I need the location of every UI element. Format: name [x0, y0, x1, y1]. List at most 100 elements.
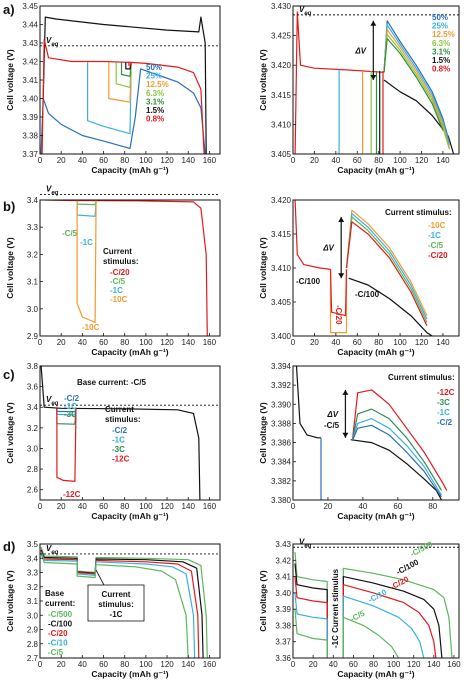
y-tick-label: 3.420 — [271, 61, 292, 70]
x-tick-label: 140 — [182, 660, 196, 669]
b-right-stim-0: -10C — [428, 221, 446, 230]
x-tick-label: 80 — [374, 156, 383, 165]
x-tick-label: 80 — [428, 502, 437, 511]
y-tick-label: 3.405 — [271, 150, 292, 159]
d-right-label-4: -C/5 — [349, 608, 367, 623]
c-right-stim-1: -3C — [437, 398, 450, 407]
x-axis-label: Capacity (mAh g⁻¹) — [91, 347, 168, 357]
y-tick-label: 3.3 — [27, 569, 39, 578]
plot-frame — [292, 5, 460, 155]
b-left-inline-1c: -1C — [80, 238, 93, 247]
y-tick-label: 2.8 — [27, 640, 39, 649]
c-left-inline-2: -3C — [64, 410, 77, 419]
x-axis-label: Capacity (mAh g⁻¹) — [337, 669, 414, 679]
d-left-base-title-2: current: — [45, 599, 75, 608]
y-tick-label: 3.0 — [27, 611, 39, 620]
x-axis-label: Capacity (mAh g⁻¹) — [337, 347, 414, 357]
x-tick-label: 160 — [203, 338, 217, 347]
plot-frame — [39, 365, 221, 501]
d-left-stim-title-2: stimulus: — [98, 600, 134, 609]
y-tick-label: 3.40 — [275, 589, 291, 598]
x-tick-label: 120 — [415, 338, 429, 347]
c-left-base-current: Base current: -C/5 — [77, 378, 146, 387]
delta-v-head-top — [338, 217, 345, 222]
y-axis-label: Cell voltage (V) — [258, 570, 268, 632]
x-tick-label: 60 — [393, 502, 402, 511]
x-tick-label: 140 — [436, 156, 450, 165]
plot-a-right: Veq ΔV 0 20 40 60 80 100 120 140 3.405 3.410 3.415 3.… — [258, 2, 460, 175]
x-tick-label: 60 — [99, 338, 108, 347]
x-tick-label: 80 — [120, 660, 129, 669]
c-left-stim-title-2: stimulus: — [105, 415, 141, 424]
x-tick-label: 140 — [182, 502, 196, 511]
y-tick-label: 3.1 — [27, 597, 39, 606]
d-left-base-1: -C/100 — [48, 620, 73, 629]
y-axis-label: Cell voltage (V) — [5, 237, 15, 299]
x-tick-label: 100 — [139, 338, 153, 347]
d-left-base-4: -C/5 — [48, 648, 64, 657]
x-tick-label: 20 — [57, 502, 66, 511]
plot-d-right: Veq 0 20 40 60 80 100 120 140 160 3.36 3.37 3.38 3.39… — [258, 537, 461, 679]
veq-label: Veq — [46, 185, 59, 197]
x-tick-label: 160 — [203, 156, 217, 165]
y-tick-label: 3.45 — [22, 2, 38, 11]
x-tick-label: 120 — [407, 660, 421, 669]
plot-b-right: ΔV 0 20 40 60 80 100 120 140 3.400 3.405 3.410 3.415… — [258, 196, 460, 357]
y-tick-label: 3.42 — [275, 556, 291, 565]
y-tick-label: 3.43 — [275, 540, 291, 549]
y-axis-label: Cell voltage (V) — [258, 402, 268, 464]
y-tick-label: 3.0 — [27, 444, 39, 453]
x-tick-label: 40 — [78, 156, 87, 165]
series-line-3 — [76, 200, 97, 323]
y-tick-label: 3.388 — [271, 419, 292, 428]
x-axis-label: Capacity (mAh g⁻¹) — [337, 511, 414, 521]
series-line-5 — [342, 567, 453, 658]
y-tick-label: 3.37 — [275, 638, 291, 647]
d-right-stim-rotated: -1C Current stimulus — [331, 568, 340, 648]
d-left-base-title-1: Base — [45, 589, 65, 598]
series-group — [40, 546, 208, 658]
d-left-base-0: -C/500 — [48, 610, 73, 619]
plot-frame — [39, 199, 221, 337]
series-line-1 — [40, 68, 206, 154]
series-line-2 — [41, 38, 205, 154]
plot-c-right: ΔV 0 20 40 60 80 3.380 3.382 3.384 3.386 3.388 3.39… — [258, 362, 460, 521]
x-tick-label: 140 — [182, 156, 196, 165]
y-tick-label: 3.410 — [271, 120, 292, 129]
y-tick-label: 3.2 — [27, 250, 39, 259]
d-left-stim-value: -1C — [110, 610, 123, 619]
series-line-0 — [40, 366, 201, 500]
b-right-stim-title: Current stimulus: — [385, 208, 452, 217]
series-line-4 — [56, 408, 77, 482]
c-left-stim-0: -C/2 — [112, 426, 128, 435]
series-group — [294, 11, 455, 154]
x-tick-label: 120 — [160, 338, 174, 347]
series-line-0 — [295, 366, 321, 439]
series-line-0 — [294, 11, 385, 154]
y-tick-label: 3.392 — [271, 381, 292, 390]
x-tick-label: 20 — [310, 338, 319, 347]
series-line-5 — [351, 418, 443, 496]
a-left-legend-3: 6.3% — [146, 89, 164, 98]
x-tick-label: 40 — [78, 660, 87, 669]
b-left-stim-title-2: stimulus: — [103, 257, 139, 266]
y-tick-label: 3.415 — [271, 91, 292, 100]
x-tick-label: 20 — [57, 156, 66, 165]
y-tick-label: 3.405 — [271, 298, 292, 307]
series-line-2 — [40, 550, 200, 658]
x-tick-label: 100 — [139, 502, 153, 511]
d-right-label-1: -C/100 — [395, 557, 421, 576]
series-line-4 — [351, 408, 443, 491]
x-tick-label: 0 — [38, 338, 43, 347]
series-group — [295, 366, 448, 500]
y-tick-label: 3.2 — [27, 583, 39, 592]
y-tick-label: 3.44 — [22, 21, 38, 30]
series-line-6 — [120, 62, 132, 77]
veq-label: Veq — [299, 537, 312, 549]
y-tick-label: 3.394 — [271, 362, 292, 371]
b-left-stim-0: -C/20 — [110, 268, 130, 277]
b-right-stim-3: -C/20 — [428, 251, 448, 260]
y-tick-label: 3.43 — [22, 39, 38, 48]
